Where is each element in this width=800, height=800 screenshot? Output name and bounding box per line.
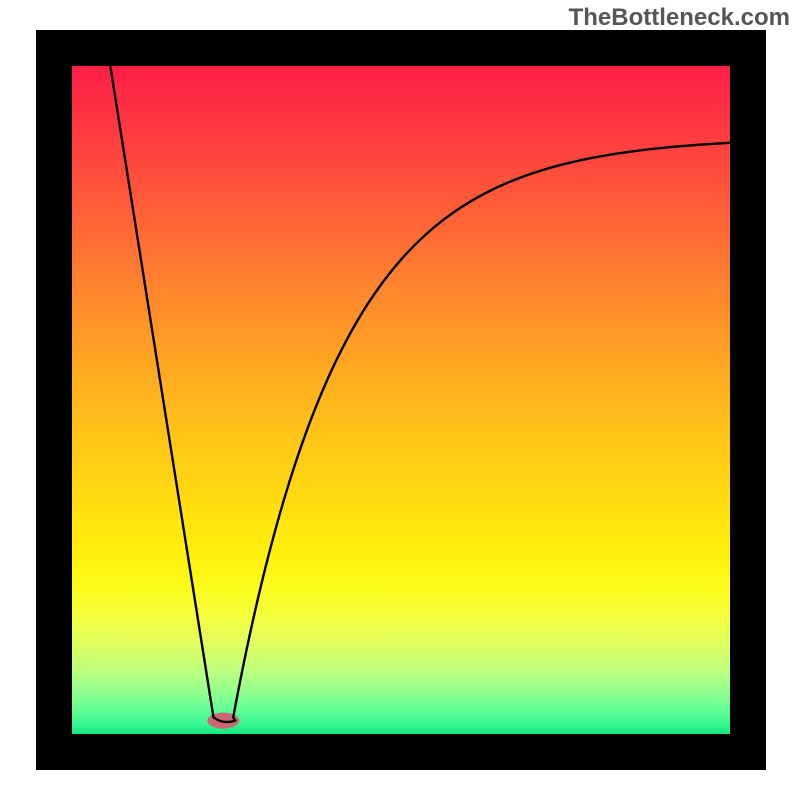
bottleneck-chart [36,30,766,770]
chart-background [72,66,730,734]
watermark-text: TheBottleneck.com [569,4,790,32]
chart-svg [72,66,730,734]
figure-frame: TheBottleneck.com [0,0,800,800]
